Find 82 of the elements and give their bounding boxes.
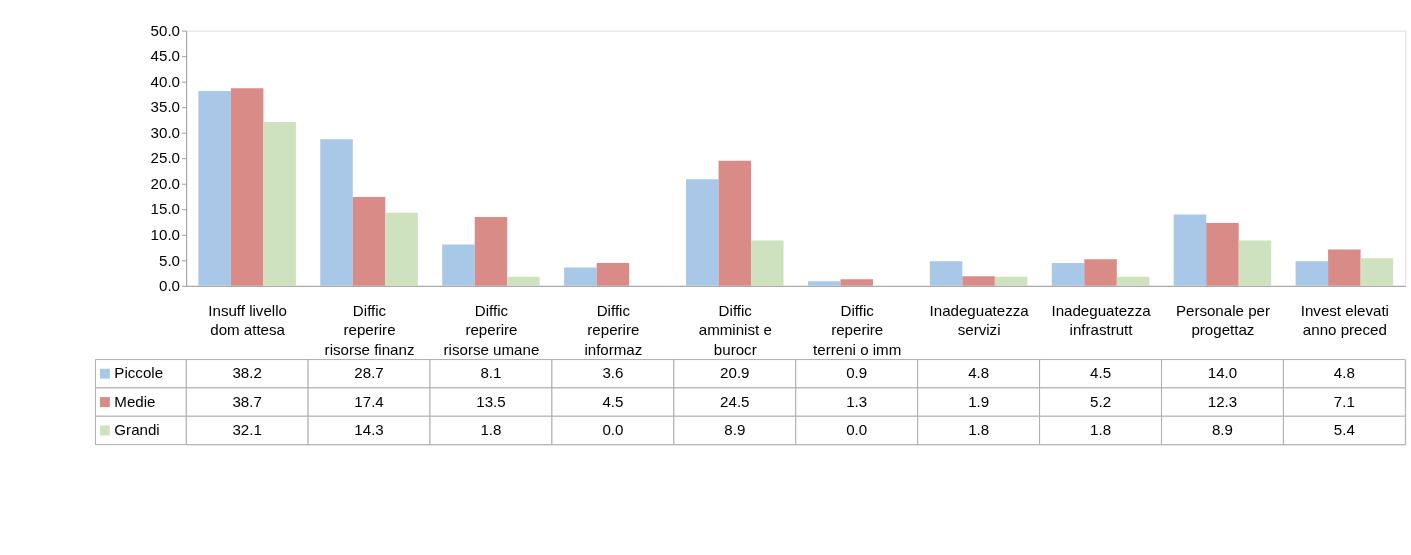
y-tick-label: 0.0 <box>159 277 181 295</box>
bar <box>564 267 597 286</box>
legend-label: Piccole <box>114 364 164 382</box>
bar <box>962 276 995 286</box>
x-tick-label: Diffic reperire risorse finanz <box>324 301 415 359</box>
bar <box>1238 240 1272 286</box>
data-label: 4.8 <box>968 364 990 382</box>
data-label: 1.9 <box>968 392 990 410</box>
y-tick-label: 50.0 <box>150 21 181 39</box>
bar <box>442 244 475 286</box>
bar <box>929 261 963 286</box>
data-label: 1.8 <box>968 421 990 439</box>
data-label: 0.0 <box>602 421 624 439</box>
bar <box>1360 258 1394 286</box>
bar <box>474 216 508 286</box>
data-label: 1.8 <box>480 421 502 439</box>
x-tick-label: Diffic reperire informaz <box>584 301 643 359</box>
data-label: 14.3 <box>354 421 384 439</box>
data-label: 28.7 <box>354 364 384 382</box>
bar <box>230 88 264 286</box>
data-label: 17.4 <box>354 392 384 410</box>
data-label: 4.8 <box>1333 364 1355 382</box>
data-label: 3.6 <box>602 364 624 382</box>
x-tick-label: Diffic reperire terreni o imm <box>813 301 902 359</box>
data-label: 38.2 <box>232 364 262 382</box>
x-tick-label: Diffic amminist e burocr <box>698 301 772 359</box>
bar <box>507 276 540 286</box>
data-label: 0.0 <box>846 421 868 439</box>
data-label: 14.0 <box>1207 364 1238 382</box>
data-label: 0.9 <box>846 364 868 382</box>
data-label: 5.4 <box>1333 421 1355 439</box>
data-label: 8.9 <box>1211 421 1233 439</box>
x-tick-label: Inadeguatezza infrastrutt <box>1051 301 1152 339</box>
y-tick-label: 10.0 <box>150 226 181 244</box>
data-label: 24.5 <box>720 392 750 410</box>
y-tick-label: 40.0 <box>150 72 181 90</box>
x-tick-label: Insuff livello dom attesa <box>208 301 287 339</box>
data-label: 7.1 <box>1333 392 1355 410</box>
data-label: 4.5 <box>602 392 624 410</box>
data-label: 1.3 <box>846 392 868 410</box>
data-label: 38.7 <box>232 392 262 410</box>
bar <box>1206 223 1239 286</box>
data-label: 13.5 <box>476 392 506 410</box>
bar <box>994 276 1028 286</box>
bar <box>263 122 296 286</box>
data-label: 8.1 <box>480 364 502 382</box>
bar <box>840 279 873 286</box>
data-label: 5.2 <box>1090 392 1112 410</box>
y-tick-label: 35.0 <box>150 98 181 116</box>
bar <box>1051 262 1085 286</box>
bar <box>320 139 353 286</box>
x-tick-label: Inadeguatezza servizi <box>929 301 1030 339</box>
y-tick-label: 30.0 <box>150 123 181 141</box>
y-tick-label: 15.0 <box>150 200 181 218</box>
x-tick-label: Diffic reperire risorse umane <box>443 301 540 359</box>
legend-label: Grandi <box>114 421 160 439</box>
bar <box>751 240 784 286</box>
data-label: 20.9 <box>720 364 750 382</box>
y-tick-label: 20.0 <box>150 174 181 192</box>
bar <box>198 90 231 286</box>
x-tick-label: Personale per progettaz <box>1175 301 1270 339</box>
bar <box>1328 249 1361 286</box>
bar <box>385 212 418 286</box>
y-tick-label: 5.0 <box>159 251 181 269</box>
y-tick-label: 45.0 <box>150 47 181 65</box>
data-label: 32.1 <box>232 421 262 439</box>
bar <box>1173 214 1207 286</box>
bar <box>686 179 719 286</box>
data-label: 1.8 <box>1090 421 1112 439</box>
legend-label: Medie <box>114 392 156 410</box>
bar <box>1084 259 1117 286</box>
y-tick-label: 25.0 <box>150 149 181 167</box>
data-label: 8.9 <box>724 421 746 439</box>
data-label: 4.5 <box>1090 364 1112 382</box>
bar <box>352 197 386 286</box>
data-label: 12.3 <box>1207 392 1238 410</box>
bar <box>596 262 630 286</box>
bar <box>1295 261 1329 286</box>
x-tick-label: Invest elevati anno preced <box>1300 301 1389 339</box>
bar <box>807 281 841 286</box>
bar <box>1116 276 1150 286</box>
bar <box>718 160 752 286</box>
